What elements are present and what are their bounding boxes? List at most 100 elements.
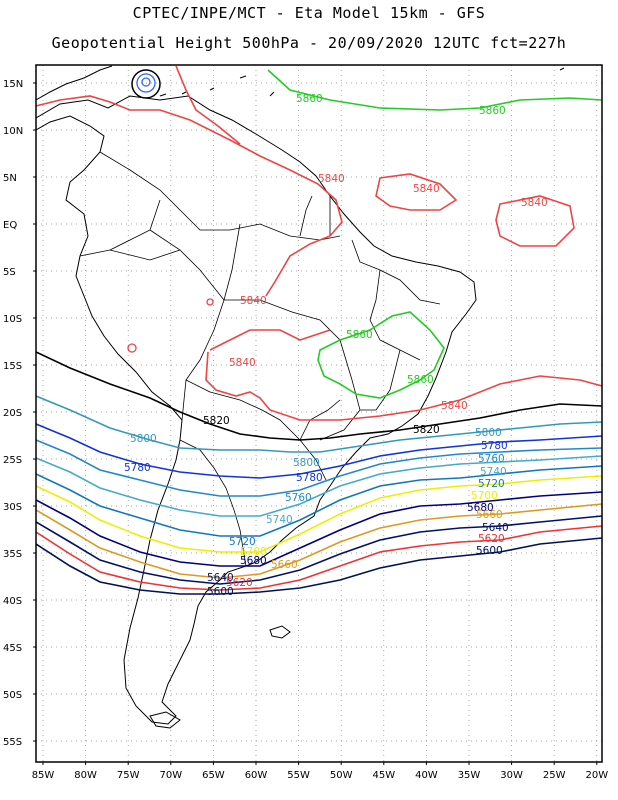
contour-5700: [36, 475, 602, 553]
map-frame: [35, 64, 603, 763]
falkland-islands: [269, 625, 291, 639]
longitude-tick-label: 35W: [458, 770, 481, 781]
contour-label: 5620: [226, 577, 253, 589]
contour-label: 5860: [296, 93, 323, 105]
longitude-tick-label: 30W: [500, 770, 523, 781]
contour-label: 5760: [285, 492, 312, 504]
contour-5780: [36, 423, 602, 479]
small-contour-ring: [127, 343, 137, 353]
longitude-tick-label: 60W: [245, 770, 268, 781]
contour-5660: [36, 503, 602, 579]
coastlines: [36, 65, 565, 729]
contour-label: 5840: [521, 197, 548, 209]
central-america-coastline: [36, 65, 113, 101]
contour-label: 5720: [229, 536, 256, 548]
latitude-tick-label: 15S: [3, 361, 22, 372]
contour-label: 5600: [476, 545, 503, 557]
vortex-ring-inner: [141, 77, 151, 87]
contour-5820: [36, 351, 602, 441]
latitude-tick-label: 10N: [3, 126, 23, 137]
south-america-coastline: [36, 95, 477, 725]
contour-label: 5840: [441, 400, 468, 412]
map-subtitle: Geopotential Height 500hPa - 20/09/2020 …: [51, 34, 567, 52]
contour-label: 5700: [240, 546, 267, 558]
contour-label: 5760: [478, 453, 505, 465]
contour-label: 5700: [471, 490, 498, 502]
contour-5740: [36, 455, 602, 517]
contour-5840-north: [36, 95, 343, 297]
contour-label: 5840: [318, 173, 345, 185]
country-borders: [79, 151, 441, 567]
contour-label: 5820: [413, 424, 440, 436]
contour-label: 5780: [296, 472, 323, 484]
contour-5760: [36, 439, 602, 497]
contour-label: 5640: [482, 522, 509, 534]
longitude-tick-label: 70W: [159, 770, 182, 781]
contour-label: 5680: [240, 555, 267, 567]
contour-5840-atlantic-2: [495, 195, 575, 247]
cyclone-vortex: [131, 69, 161, 99]
contour-5620: [36, 525, 602, 591]
contour-label: 5740: [266, 514, 293, 526]
contour-5600: [36, 537, 602, 595]
contour-label: 5780: [481, 440, 508, 452]
latitude-tick-label: 5S: [3, 267, 16, 278]
contour-label: 5800: [475, 427, 502, 439]
contour-lines: [36, 65, 602, 595]
longitude-tick-label: 25W: [543, 770, 566, 781]
latitude-tick-label: 10S: [3, 314, 22, 325]
contour-label: 5820: [203, 415, 230, 427]
vortex-ring-mid: [136, 73, 156, 93]
contour-5860-north: [267, 69, 602, 111]
graticule-grid: [36, 65, 602, 762]
contour-5720: [36, 465, 602, 537]
contour-5840-south: [175, 65, 602, 421]
longitude-ticks: 85W 80W 75W 70W 65W 60W 55W 50W 45W 40W 35W 30W 25W 2…: [32, 762, 608, 781]
contour-label: 5840: [413, 183, 440, 195]
latitude-tick-label: 5N: [3, 173, 17, 184]
longitude-tick-label: 80W: [74, 770, 97, 781]
contour-label: 5600: [207, 586, 234, 598]
latitude-ticks: 15N 10N 5N EQ 5S 10S 15S 20S 25S 30S 35S 40S 45S 50S 5…: [3, 79, 36, 748]
contour-label: 5840: [240, 295, 267, 307]
longitude-tick-label: 20W: [585, 770, 608, 781]
latitude-tick-label: EQ: [3, 220, 17, 231]
latitude-tick-label: 30S: [3, 502, 22, 513]
longitude-tick-label: 50W: [330, 770, 353, 781]
contour-label: 5780: [124, 462, 151, 474]
contour-label: 5620: [478, 533, 505, 545]
contour-5640: [36, 515, 602, 585]
contour-5680: [36, 491, 602, 567]
caribbean-islands: [159, 67, 565, 97]
small-contour-ring: [206, 298, 214, 306]
contour-label: 5800: [130, 433, 157, 445]
latitude-tick-label: 20S: [3, 408, 22, 419]
tierra-del-fuego: [149, 711, 181, 729]
contour-label: 5660: [271, 559, 298, 571]
contour-label: 5640: [207, 572, 234, 584]
contour-5800: [36, 395, 602, 453]
latitude-tick-label: 15N: [3, 79, 23, 90]
contour-label: 5660: [476, 509, 503, 521]
contour-5840-atlantic-1: [375, 173, 458, 211]
longitude-tick-label: 65W: [202, 770, 225, 781]
contour-label: 5720: [478, 478, 505, 490]
contour-label: 5740: [480, 466, 507, 478]
latitude-tick-label: 55S: [3, 737, 22, 748]
contour-label: 5800: [293, 457, 320, 469]
latitude-tick-label: 25S: [3, 455, 22, 466]
latitude-tick-label: 35S: [3, 549, 22, 560]
map-title: CPTEC/INPE/MCT - Eta Model 15km - GFS: [132, 4, 486, 22]
latitude-tick-label: 40S: [3, 596, 22, 607]
longitude-tick-label: 75W: [117, 770, 140, 781]
longitude-tick-label: 85W: [32, 770, 55, 781]
contour-5860-brazil: [317, 311, 445, 399]
contour-label: 5840: [229, 357, 256, 369]
contour-label: 5680: [467, 502, 494, 514]
contour-labels: 5860 5860 5860 5860 5840 5840 5840 5840 …: [124, 93, 548, 598]
vortex-ring-outer: [131, 69, 161, 99]
latitude-tick-label: 45S: [3, 643, 22, 654]
latitude-tick-label: 50S: [3, 690, 22, 701]
contour-label: 5860: [407, 374, 434, 386]
